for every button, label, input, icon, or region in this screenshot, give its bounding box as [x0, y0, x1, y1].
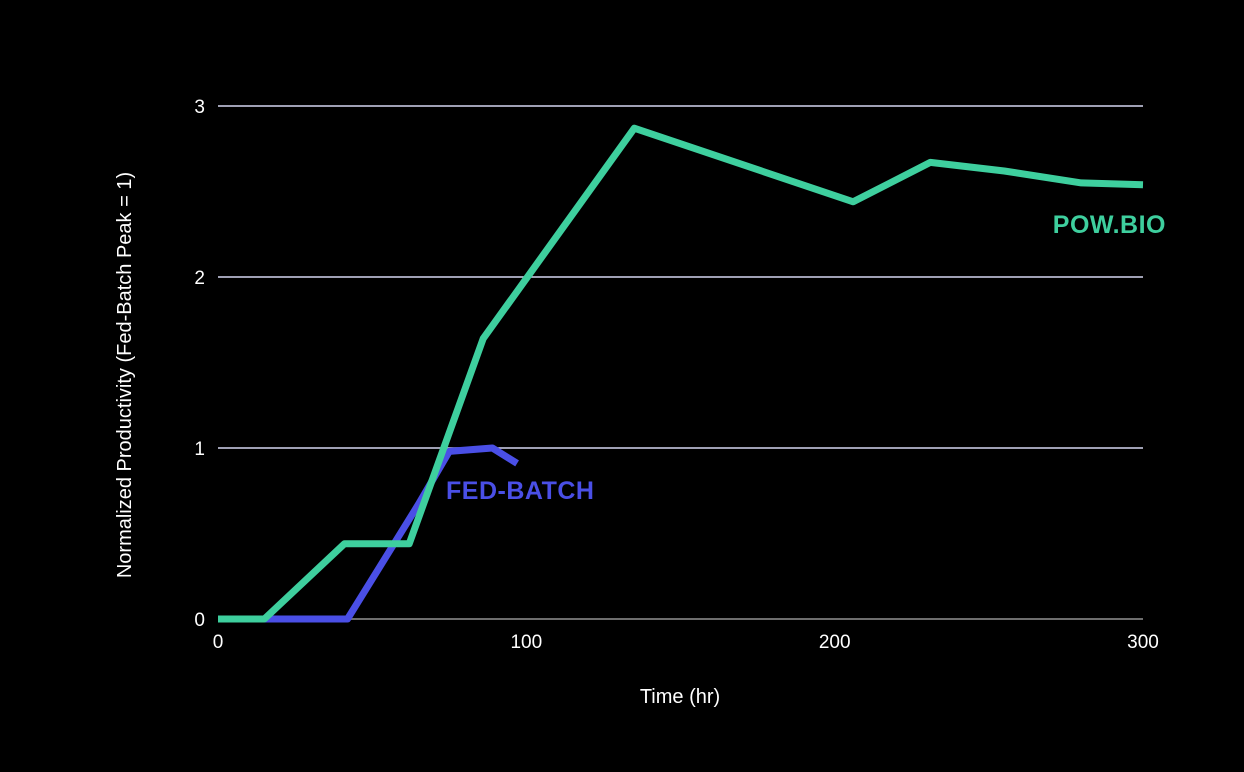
- x-axis-title: Time (hr): [640, 686, 720, 708]
- series-line-fed-batch: [218, 444, 519, 623]
- y-tick-label: 0: [194, 610, 205, 631]
- series-labels: FED-BATCH POW.BIO: [446, 211, 1166, 505]
- series-line-pow-bio: [218, 124, 1144, 623]
- series-label-pow-bio: POW.BIO: [1053, 211, 1166, 239]
- y-tick-label: 2: [194, 268, 205, 289]
- x-tick-label: 300: [1127, 632, 1159, 653]
- y-axis-title: Normalized Productivity (Fed-Batch Peak …: [114, 172, 136, 578]
- x-tick-label: 100: [510, 632, 542, 653]
- series-label-fed-batch: FED-BATCH: [446, 477, 594, 505]
- x-tick-labels: 0 100 200 300: [213, 632, 1159, 653]
- series-lines: [218, 124, 1144, 623]
- x-tick-label: 200: [819, 632, 851, 653]
- x-tick-label: 0: [213, 632, 224, 653]
- y-tick-labels: 0 1 2 3: [194, 97, 205, 631]
- gridlines: [218, 105, 1143, 449]
- y-tick-label: 3: [194, 97, 205, 118]
- y-tick-label: 1: [194, 439, 205, 460]
